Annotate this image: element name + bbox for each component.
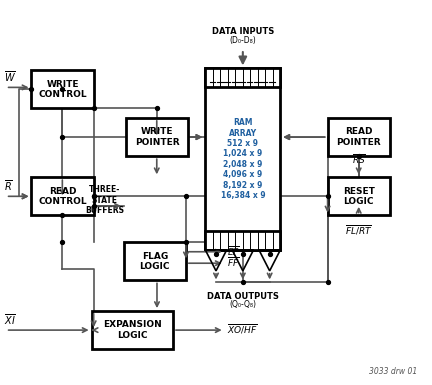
- Text: THREE-
STATE
BUFFERS: THREE- STATE BUFFERS: [85, 185, 124, 215]
- FancyBboxPatch shape: [327, 118, 390, 156]
- Text: WRITE
CONTROL: WRITE CONTROL: [38, 80, 87, 99]
- Text: $\overline{XI}$: $\overline{XI}$: [3, 312, 16, 327]
- Text: WRITE
POINTER: WRITE POINTER: [135, 127, 179, 147]
- Text: EXPANSION
LOGIC: EXPANSION LOGIC: [103, 320, 162, 340]
- Text: $\overline{XO/HF}$: $\overline{XO/HF}$: [227, 322, 257, 336]
- Text: $\overline{FL/RT}$: $\overline{FL/RT}$: [345, 223, 372, 237]
- FancyBboxPatch shape: [205, 68, 280, 87]
- Text: $\overline{W}$: $\overline{W}$: [3, 69, 16, 84]
- Text: $\overline{EF}$: $\overline{EF}$: [227, 244, 240, 258]
- Text: READ
CONTROL: READ CONTROL: [38, 187, 87, 206]
- FancyBboxPatch shape: [205, 231, 280, 250]
- FancyBboxPatch shape: [92, 311, 173, 349]
- Text: FLAG
LOGIC: FLAG LOGIC: [140, 252, 170, 271]
- Text: $\overline{R}$: $\overline{R}$: [3, 179, 12, 193]
- Text: $\overline{RS}$: $\overline{RS}$: [352, 152, 366, 166]
- FancyBboxPatch shape: [32, 177, 94, 216]
- Text: DATA OUTPUTS: DATA OUTPUTS: [207, 292, 279, 301]
- Text: RAM
ARRAY
512 x 9
1,024 x 9
2,048 x 9
4,096 x 9
8,192 x 9
16,384 x 9: RAM ARRAY 512 x 9 1,024 x 9 2,048 x 9 4,…: [220, 118, 265, 200]
- Text: (Q₀-Q₈): (Q₀-Q₈): [229, 300, 256, 308]
- FancyBboxPatch shape: [32, 70, 94, 109]
- FancyBboxPatch shape: [205, 68, 280, 250]
- FancyBboxPatch shape: [327, 177, 390, 216]
- FancyBboxPatch shape: [126, 118, 188, 156]
- FancyBboxPatch shape: [124, 242, 186, 280]
- Text: RESET
LOGIC: RESET LOGIC: [343, 187, 375, 206]
- Text: 3033 drw 01: 3033 drw 01: [369, 367, 418, 376]
- Text: $\overline{FF}$: $\overline{FF}$: [227, 255, 239, 269]
- Text: READ
POINTER: READ POINTER: [337, 127, 381, 147]
- Text: DATA INPUTS: DATA INPUTS: [212, 27, 274, 36]
- Text: (D₀-D₈): (D₀-D₈): [229, 36, 256, 45]
